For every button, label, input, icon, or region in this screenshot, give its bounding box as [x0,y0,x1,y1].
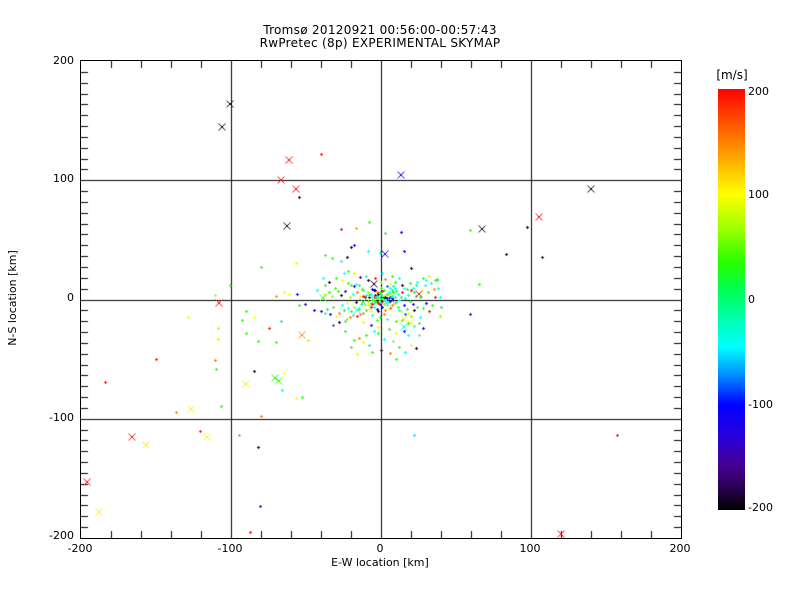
x-tick-100: 100 [519,542,541,555]
x-axis-label: E-W location [km] [331,556,429,569]
plot-subtitle: RwPretec (8p) EXPERIMENTAL SKYMAP [259,36,501,50]
colorbar-unit-label: [m/s] [716,68,748,82]
x-tick-neg200: -200 [67,542,93,555]
colorbar-tick-0: 0 [748,293,755,306]
x-tick-neg100: -100 [217,542,243,555]
x-tick-0: 0 [376,542,384,555]
y-tick-0: 0 [67,291,74,304]
y-tick-200: 200 [53,54,74,67]
x-tick-200: 200 [669,542,691,555]
plot-frame [80,60,682,539]
colorbar-tick-neg100: -100 [748,398,773,411]
y-tick-100: 100 [53,172,74,185]
plot-title: Tromsø 20120921 00:56:00-00:57:43 [263,23,497,37]
y-axis-label: N-S location [km] [6,250,19,346]
colorbar-tick-100: 100 [748,188,769,201]
y-tick-neg200: -200 [49,529,74,542]
colorbar-tick-neg200: -200 [748,501,773,514]
colorbar-tick-200: 200 [748,85,769,98]
y-tick-neg100: -100 [49,411,74,424]
skymap-canvas [81,61,681,538]
colorbar-gradient [718,89,745,510]
